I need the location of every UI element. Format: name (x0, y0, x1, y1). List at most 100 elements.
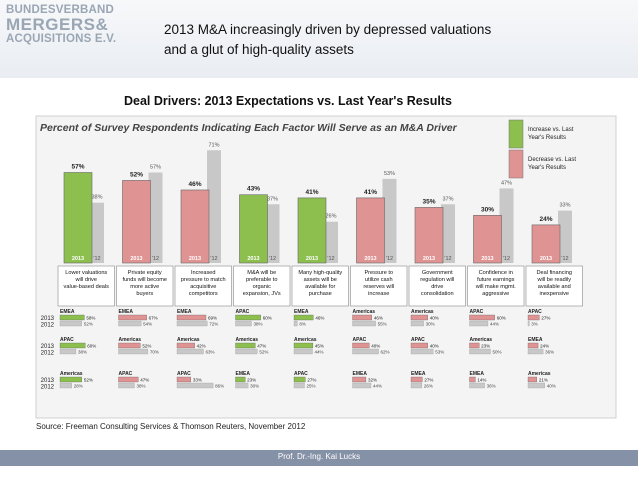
region-bar-2012-6-2 (410, 382, 423, 389)
region-label-2012-1-1: 70% (150, 350, 159, 355)
region-bar-2012-1-0 (118, 320, 142, 327)
bar-2012-1 (148, 172, 163, 263)
bar-year-2013-2: 2013 (189, 256, 201, 262)
region-name-8-1: EMEA (528, 337, 543, 343)
region-name-7-0: APAC (470, 309, 484, 315)
region-label-2012-6-0: 30% (426, 322, 435, 327)
region-bar-2012-4-0 (293, 320, 298, 327)
region-bar-2013-0-1 (59, 342, 86, 349)
category-label-2: Increased pressure to match acquisitive com… (181, 270, 226, 297)
region-year-2012-0: 2012 (41, 323, 55, 329)
region-name-6-0: Americas (411, 309, 434, 315)
region-bar-2013-8-2 (527, 376, 537, 383)
region-name-5-1: APAC (353, 337, 367, 343)
region-name-2-2: APAC (177, 371, 191, 377)
region-label-2012-6-2: 26% (424, 384, 433, 389)
legend-label-decrease: Decrease vs. Last Year's Results (528, 157, 576, 171)
region-label-2012-3-1: 52% (259, 350, 268, 355)
region-label-2013-4-2: 27% (307, 378, 316, 383)
category-label-4: Many high-quality assets will be available… (298, 270, 342, 297)
region-name-6-1: APAC (411, 337, 425, 343)
region-name-4-2: APAC (294, 371, 308, 377)
region-bar-2013-6-2 (410, 376, 423, 383)
region-label-2012-8-0: 3% (531, 322, 538, 327)
region-name-3-0: APAC (236, 309, 250, 315)
region-label-2012-4-1: 44% (314, 350, 323, 355)
region-name-6-2: EMEA (411, 371, 426, 377)
region-bar-2013-6-0 (410, 314, 428, 321)
bar-label-2012-7: 47% (501, 180, 512, 186)
region-bar-2012-6-0 (410, 320, 424, 327)
region-bar-2013-4-0 (293, 314, 314, 321)
bar-2013-1 (122, 180, 151, 264)
region-bar-2012-2-2 (176, 382, 214, 389)
region-label-2012-4-2: 25% (307, 384, 316, 389)
region-name-8-0: APAC (528, 309, 542, 315)
category-label-7: Confidence in future earnings will make mg… (475, 270, 517, 297)
region-bar-2012-8-1 (527, 348, 544, 355)
region-bar-2013-6-1 (410, 342, 428, 349)
category-box-1 (116, 265, 174, 307)
bar-label-2013-7: 30% (481, 206, 494, 213)
region-name-3-1: Americas (236, 337, 259, 343)
bar-2012-4 (324, 221, 338, 263)
region-label-2012-2-0: 72% (209, 322, 218, 327)
region-name-4-1: Americas (294, 337, 317, 343)
bar-year-2013-3: 2013 (247, 256, 259, 262)
region-label-2013-7-1: 23% (481, 344, 490, 349)
category-box-0 (57, 265, 115, 307)
bar-year-2013-7: 2013 (481, 256, 493, 262)
bar-year-2012-3: '12 (269, 256, 276, 262)
region-bar-2013-2-0 (176, 314, 207, 321)
bar-year-2012-4: '12 (327, 256, 334, 262)
region-bar-2012-0-2 (59, 382, 72, 389)
region-label-2013-6-2: 27% (424, 378, 433, 383)
region-bar-2013-7-0 (469, 314, 495, 321)
region-label-2013-1-1: 52% (142, 344, 151, 349)
region-bar-2012-5-2 (352, 382, 372, 389)
bar-label-2012-6: 37% (442, 196, 453, 202)
region-bar-2012-6-1 (410, 348, 434, 355)
region-label-2012-1-2: 38% (136, 384, 145, 389)
bar-2013-8 (531, 224, 561, 264)
region-label-2013-1-2: 47% (140, 378, 149, 383)
region-label-2012-1-0: 54% (143, 322, 152, 327)
bar-year-2013-6: 2013 (423, 256, 435, 262)
region-bar-2012-4-1 (293, 348, 313, 355)
bar-2012-7 (499, 188, 514, 263)
category-box-7 (467, 265, 525, 307)
region-label-2013-3-0: 60% (263, 316, 272, 321)
region-label-2013-6-1: 40% (430, 344, 439, 349)
bar-year-2012-2: '12 (210, 256, 217, 262)
region-bar-2012-3-2 (235, 382, 249, 389)
region-bar-2013-2-2 (176, 376, 192, 383)
region-bar-2012-5-1 (352, 348, 379, 355)
bar-label-2013-6: 35% (422, 198, 435, 205)
category-box-8 (525, 265, 583, 307)
region-bar-2012-3-1 (235, 348, 258, 355)
category-label-3: M&A will be preferable to organic expansion… (243, 270, 281, 297)
region-label-2012-0-1: 38% (78, 350, 87, 355)
bm-a-logo: BUNDESVERBAND MERGERS& ACQUISITIONS E.V. (6, 4, 146, 74)
region-label-2012-2-2: 86% (215, 384, 224, 389)
bar-year-2012-1: '12 (152, 256, 159, 262)
logo-line-1: BUNDESVERBAND (6, 4, 115, 16)
region-bar-2013-0-0 (59, 314, 85, 321)
region-label-2012-8-1: 36% (545, 350, 554, 355)
region-label-2013-5-0: 46% (374, 316, 383, 321)
region-bar-2013-5-2 (352, 376, 367, 383)
bar-2012-2 (207, 150, 221, 263)
bar-2012-5 (382, 178, 397, 263)
region-label-2013-1-0: 67% (149, 316, 158, 321)
bar-2013-6 (414, 207, 444, 264)
region-bar-2013-3-2 (235, 376, 246, 383)
bar-year-2013-5: 2013 (364, 256, 376, 262)
bar-label-2012-0: 38% (91, 195, 102, 201)
region-name-5-2: EMEA (353, 371, 368, 377)
bar-2012-6 (441, 204, 455, 263)
bar-year-2012-7: '12 (503, 256, 510, 262)
bar-2012-8 (558, 210, 572, 263)
region-bar-2012-3-0 (235, 320, 252, 327)
region-label-2013-0-0: 58% (86, 316, 95, 321)
category-label-5: Pressure to utilize cash reserves will incr… (363, 270, 394, 297)
